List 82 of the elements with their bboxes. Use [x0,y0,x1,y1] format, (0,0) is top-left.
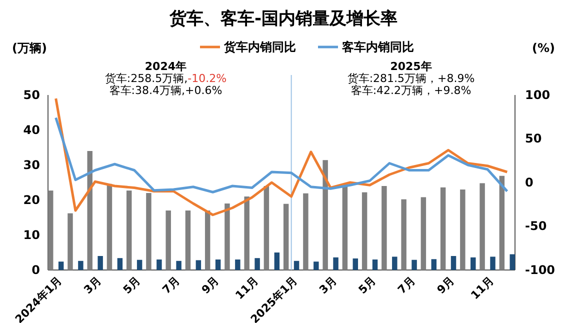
x-tick-label: 7月 [395,274,418,297]
bar [126,190,132,270]
bar [322,160,328,270]
bar [480,183,485,270]
x-tick-label: 7月 [160,274,182,297]
y2-axis-title: (%) [532,41,555,55]
bar [392,256,398,270]
line-series [54,97,508,216]
bar [510,254,515,270]
bar [146,193,152,270]
x-tick-label: 5月 [120,274,144,297]
y2-tick-label: -100 [525,262,556,277]
y-tick-label: 50 [23,88,40,102]
bar [224,204,230,270]
bar [372,260,378,270]
bar [185,210,191,270]
y-tick-label: 20 [23,192,40,207]
x-tick-label: 11月 [468,274,496,302]
bar [303,193,308,270]
x-tick-label: 9月 [199,274,222,297]
bar [98,256,103,270]
bar [499,176,505,270]
bar [196,260,202,270]
y2-tick-label: 100 [525,88,550,102]
bar [470,257,476,270]
bar [352,258,358,270]
bar [401,199,406,270]
bar [412,260,417,270]
line-series [54,116,508,194]
bar [333,257,338,270]
bar [440,187,446,270]
bar [244,196,250,270]
bar [342,186,348,270]
bar [450,256,456,270]
y-tick-label: 10 [23,228,40,242]
bar [87,151,92,270]
y-axis-title: (万辆) [12,41,47,55]
bar [166,210,171,270]
y2-tick-label: -50 [525,219,547,234]
legend-label: 货车内销同比 [223,40,296,54]
text: 货车:281.5万辆，+8.9% [347,72,475,85]
y-tick-label: 30 [23,158,40,172]
bar [314,262,319,270]
bar [215,260,221,270]
bar [431,259,437,270]
x-tick-label: 11月 [232,274,261,302]
text: 2025年 [390,60,432,73]
bar [48,190,54,270]
annotation: 客车:38.4万辆,+0.6% [109,84,222,97]
bar [264,186,270,270]
bar [235,260,240,270]
text: 货车:258.5万辆,-10.2% [104,72,227,85]
annotation: 客车:42.2万辆，+9.8% [350,84,472,97]
bar [283,204,289,270]
chart-title: 货车、客车-国内销量及增长率 [168,9,398,29]
bar [68,213,73,270]
bar [490,256,496,270]
y-tick-label: 0 [32,262,40,277]
x-tick-label: 3月 [316,274,340,297]
x-tick-label: 5月 [356,274,378,297]
x-tick-label: 9月 [434,274,457,297]
bar [204,210,210,270]
bar [382,186,387,270]
bar [294,260,300,270]
bar [58,262,64,270]
legend-label: 客车内销同比 [341,40,414,54]
bar [254,258,260,270]
y2-tick-label: 50 [525,132,542,146]
bar [176,260,182,270]
text: 2024年 [144,60,187,73]
bar [362,192,368,270]
bar [420,197,426,270]
bar [136,260,142,270]
bar [156,260,162,270]
y2-tick-label: 0 [525,175,534,190]
bar [78,260,84,270]
x-tick-label: 3月 [81,274,104,297]
bar [106,184,112,270]
y-tick-label: 40 [23,122,40,137]
bar [117,258,123,270]
bar [274,252,280,270]
bar [460,190,466,270]
